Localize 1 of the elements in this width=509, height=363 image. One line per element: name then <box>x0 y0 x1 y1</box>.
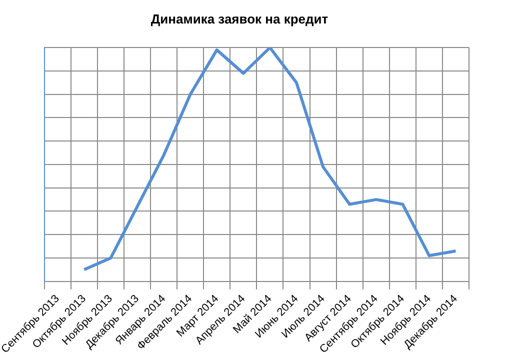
chart-title: Динамика заявок на кредит <box>150 11 328 26</box>
